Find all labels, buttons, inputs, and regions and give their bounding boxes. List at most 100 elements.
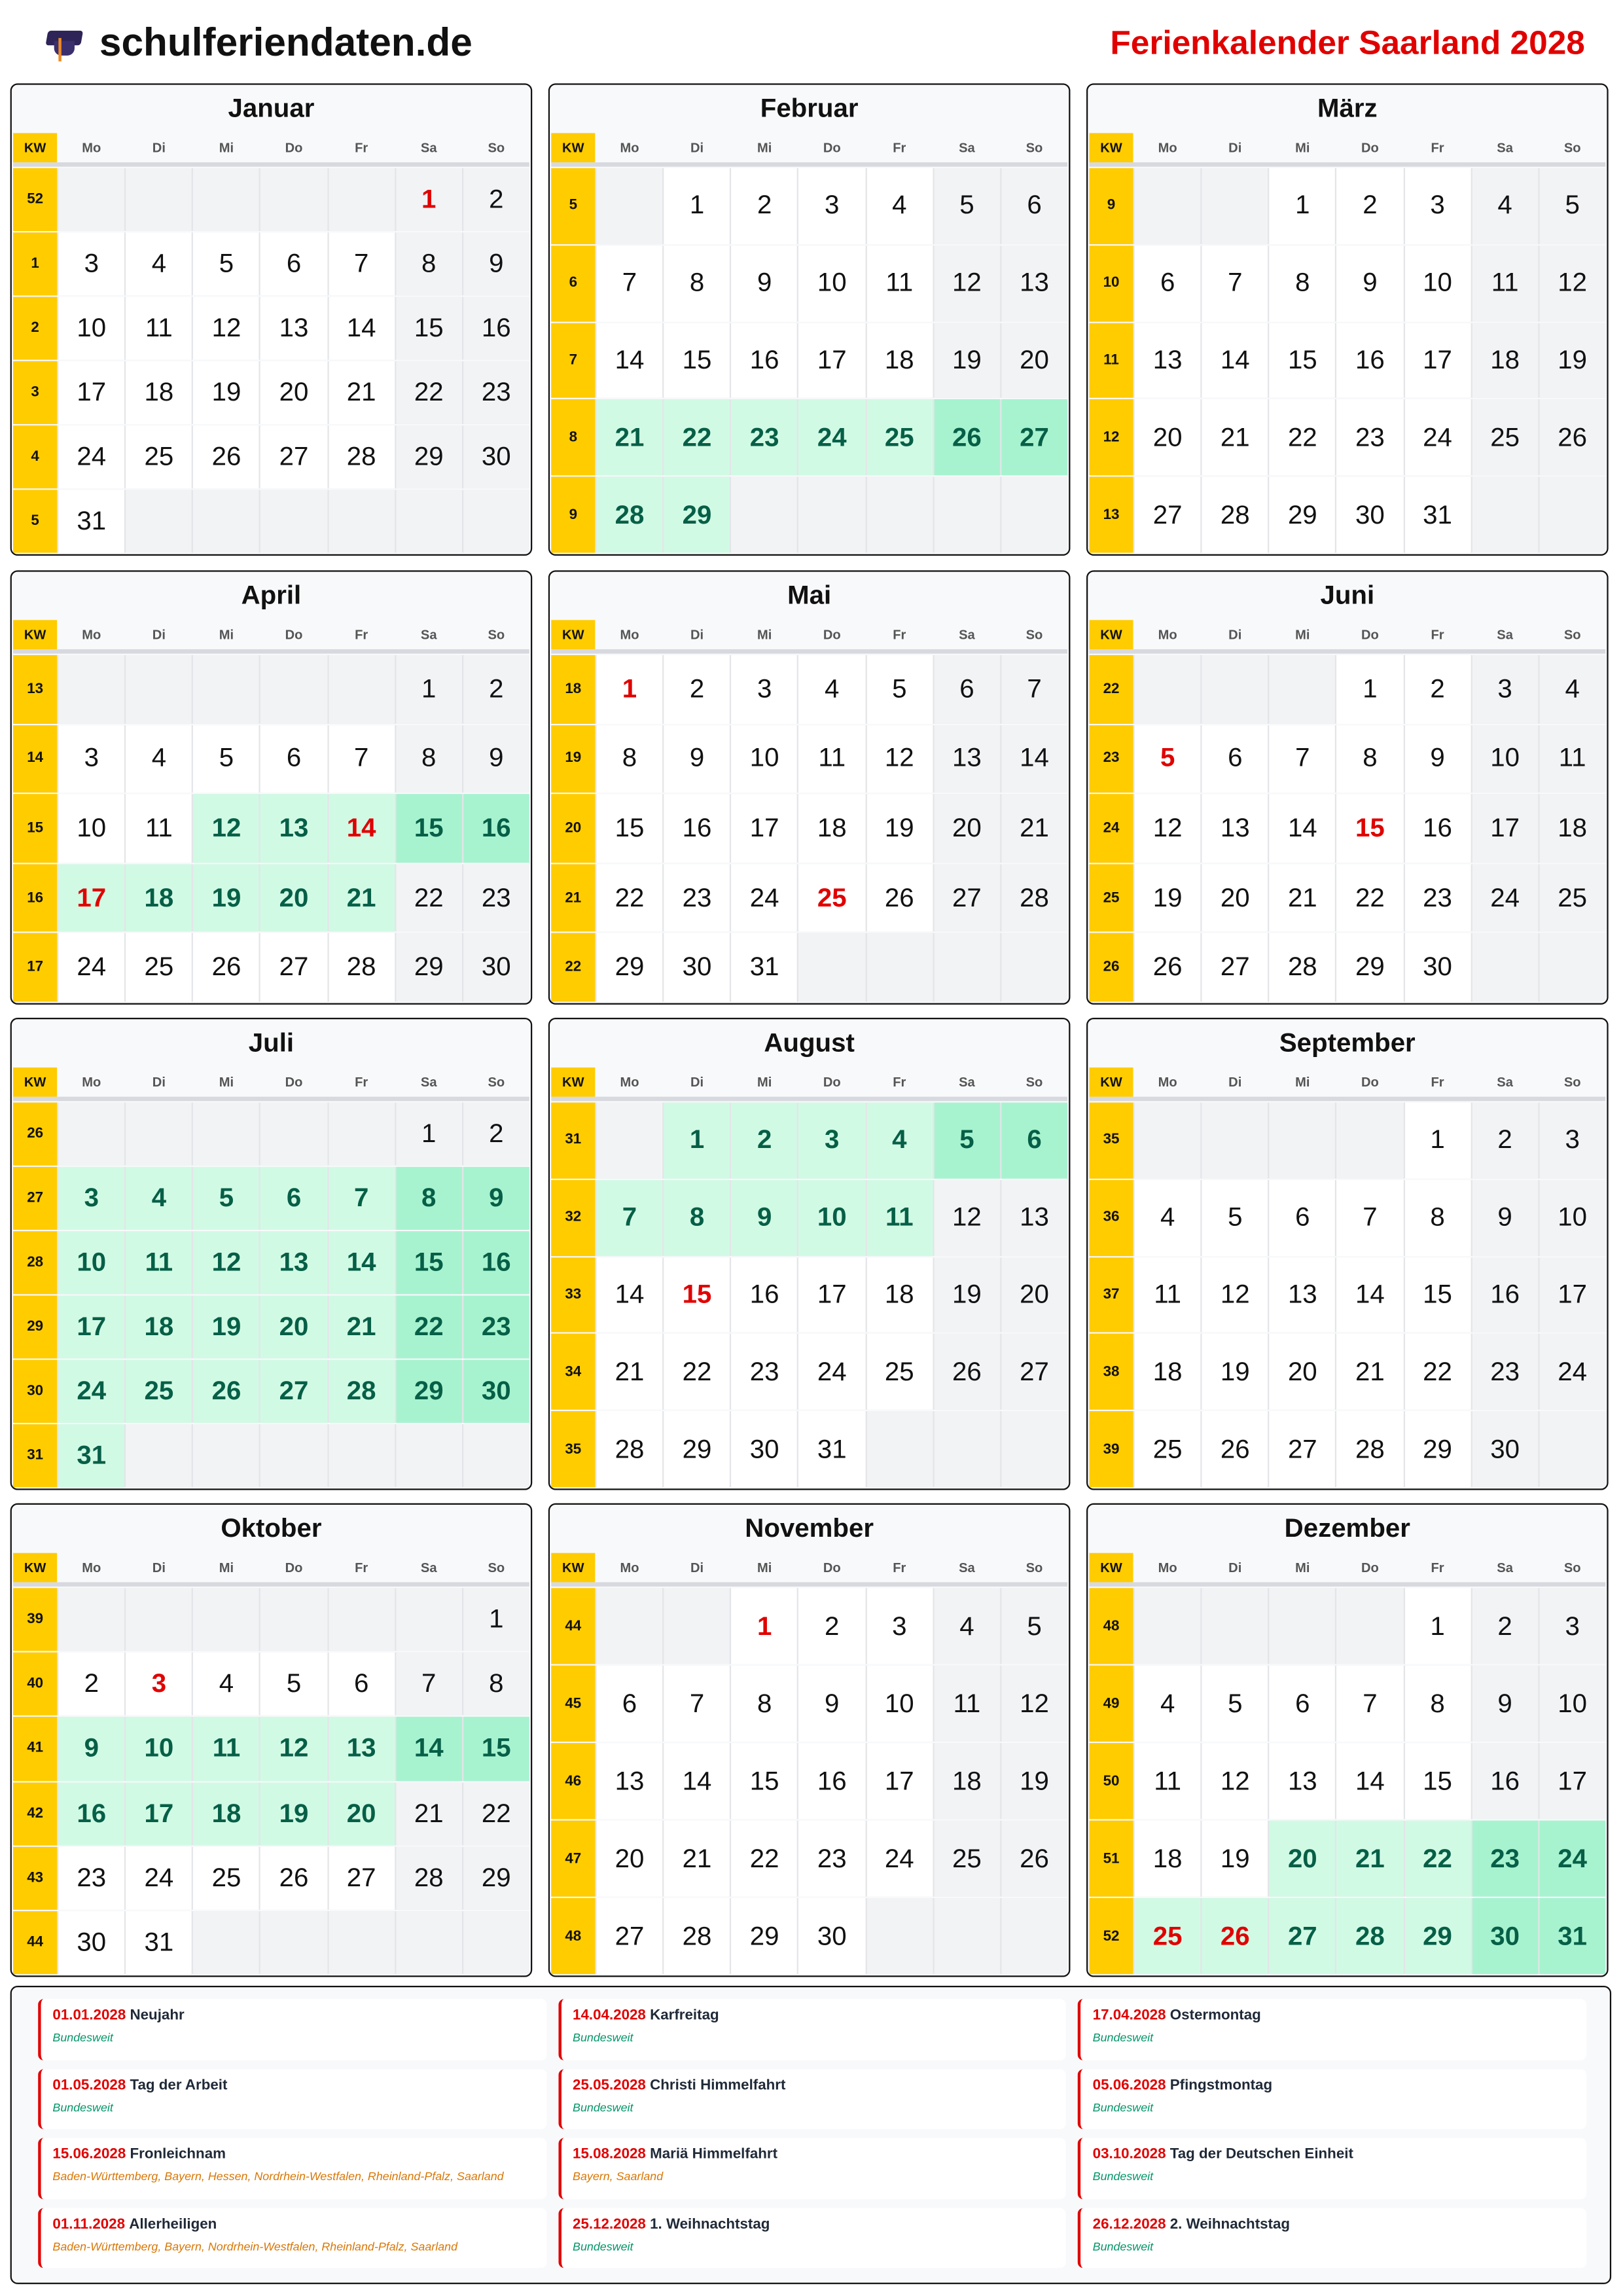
day-cell[interactable]: 15 — [395, 794, 462, 863]
day-cell[interactable]: 20 — [1001, 322, 1067, 399]
day-cell[interactable]: 26 — [1539, 399, 1606, 476]
day-cell[interactable]: 8 — [664, 1179, 730, 1256]
day-cell[interactable]: 11 — [126, 1231, 192, 1295]
day-cell[interactable]: 28 — [664, 1897, 730, 1975]
day-cell[interactable]: 12 — [193, 794, 260, 863]
day-cell[interactable]: 12 — [866, 725, 933, 793]
day-cell[interactable]: 19 — [933, 1257, 1000, 1333]
day-cell[interactable]: 19 — [1539, 322, 1606, 399]
day-cell[interactable]: 22 — [463, 1782, 529, 1845]
day-cell[interactable]: 24 — [1539, 1820, 1606, 1897]
day-cell[interactable]: 3 — [731, 655, 798, 724]
day-cell[interactable]: 23 — [463, 361, 529, 424]
day-cell[interactable]: 4 — [126, 1166, 192, 1230]
day-cell[interactable]: 5 — [193, 725, 260, 793]
day-cell[interactable]: 30 — [664, 933, 730, 1002]
day-cell[interactable]: 7 — [1337, 1179, 1403, 1256]
day-cell[interactable]: 10 — [866, 1665, 933, 1742]
day-cell[interactable]: 27 — [933, 863, 1000, 933]
day-cell[interactable]: 22 — [664, 399, 730, 476]
day-cell[interactable]: 14 — [395, 1717, 462, 1781]
day-cell[interactable]: 10 — [731, 725, 798, 793]
day-cell[interactable]: 17 — [1472, 794, 1539, 863]
day-cell[interactable]: 1 — [395, 1102, 462, 1166]
day-cell[interactable]: 30 — [1472, 1897, 1539, 1975]
day-cell[interactable]: 27 — [1134, 476, 1201, 553]
day-cell[interactable]: 2 — [731, 168, 798, 244]
day-cell[interactable]: 13 — [328, 1717, 395, 1781]
day-cell[interactable]: 20 — [260, 361, 327, 424]
day-cell[interactable]: 28 — [596, 476, 663, 553]
day-cell[interactable]: 29 — [664, 476, 730, 553]
day-cell[interactable]: 7 — [664, 1665, 730, 1742]
day-cell[interactable]: 22 — [1404, 1334, 1471, 1410]
day-cell[interactable]: 21 — [1202, 399, 1268, 476]
day-cell[interactable]: 11 — [798, 725, 865, 793]
day-cell[interactable]: 12 — [260, 1717, 327, 1781]
day-cell[interactable]: 16 — [664, 794, 730, 863]
day-cell[interactable]: 24 — [1472, 863, 1539, 933]
day-cell[interactable]: 1 — [664, 1102, 730, 1179]
day-cell[interactable]: 25 — [1134, 1897, 1201, 1975]
day-cell[interactable]: 21 — [1337, 1820, 1403, 1897]
day-cell[interactable]: 23 — [1404, 863, 1471, 933]
day-cell[interactable]: 2 — [463, 655, 529, 724]
day-cell[interactable]: 31 — [731, 933, 798, 1002]
day-cell[interactable]: 23 — [731, 399, 798, 476]
day-cell[interactable]: 17 — [126, 1782, 192, 1845]
day-cell[interactable]: 6 — [596, 1665, 663, 1742]
day-cell[interactable]: 14 — [1269, 794, 1336, 863]
day-cell[interactable]: 10 — [58, 794, 125, 863]
day-cell[interactable]: 18 — [1472, 322, 1539, 399]
day-cell[interactable]: 21 — [328, 1295, 395, 1359]
day-cell[interactable]: 4 — [1539, 655, 1606, 724]
day-cell[interactable]: 6 — [1202, 725, 1268, 793]
day-cell[interactable]: 28 — [1269, 933, 1336, 1002]
day-cell[interactable]: 13 — [260, 296, 327, 360]
day-cell[interactable]: 26 — [1202, 1897, 1268, 1975]
day-cell[interactable]: 6 — [328, 1653, 395, 1716]
day-cell[interactable]: 17 — [58, 1295, 125, 1359]
day-cell[interactable]: 23 — [731, 1334, 798, 1410]
day-cell[interactable]: 14 — [328, 1231, 395, 1295]
day-cell[interactable]: 12 — [193, 1231, 260, 1295]
day-cell[interactable]: 3 — [1539, 1588, 1606, 1664]
day-cell[interactable]: 24 — [58, 1359, 125, 1423]
day-cell[interactable]: 28 — [1337, 1411, 1403, 1488]
day-cell[interactable]: 9 — [1337, 245, 1403, 321]
day-cell[interactable]: 22 — [1404, 1820, 1471, 1897]
day-cell[interactable]: 21 — [1269, 863, 1336, 933]
day-cell[interactable]: 31 — [1404, 476, 1471, 553]
day-cell[interactable]: 10 — [798, 245, 865, 321]
day-cell[interactable]: 26 — [1001, 1820, 1067, 1897]
day-cell[interactable]: 9 — [463, 1166, 529, 1230]
day-cell[interactable]: 12 — [1202, 1743, 1268, 1820]
day-cell[interactable]: 3 — [58, 725, 125, 793]
day-cell[interactable]: 30 — [58, 1910, 125, 1975]
day-cell[interactable]: 7 — [328, 232, 395, 296]
day-cell[interactable]: 27 — [328, 1846, 395, 1910]
day-cell[interactable]: 9 — [58, 1717, 125, 1781]
day-cell[interactable]: 31 — [58, 490, 125, 553]
day-cell[interactable]: 29 — [1404, 1411, 1471, 1488]
day-cell[interactable]: 21 — [596, 399, 663, 476]
day-cell[interactable]: 19 — [866, 794, 933, 863]
day-cell[interactable]: 9 — [731, 245, 798, 321]
day-cell[interactable]: 17 — [1404, 322, 1471, 399]
day-cell[interactable]: 11 — [126, 794, 192, 863]
day-cell[interactable]: 23 — [664, 863, 730, 933]
day-cell[interactable]: 30 — [731, 1411, 798, 1488]
day-cell[interactable]: 8 — [395, 1166, 462, 1230]
day-cell[interactable]: 4 — [126, 232, 192, 296]
day-cell[interactable]: 6 — [260, 232, 327, 296]
day-cell[interactable]: 5 — [1134, 725, 1201, 793]
day-cell[interactable]: 6 — [260, 725, 327, 793]
day-cell[interactable]: 27 — [260, 933, 327, 1002]
day-cell[interactable]: 15 — [664, 1257, 730, 1333]
day-cell[interactable]: 19 — [933, 322, 1000, 399]
day-cell[interactable]: 11 — [1472, 245, 1539, 321]
day-cell[interactable]: 15 — [731, 1743, 798, 1820]
day-cell[interactable]: 26 — [260, 1846, 327, 1910]
day-cell[interactable]: 19 — [1001, 1743, 1067, 1820]
day-cell[interactable]: 29 — [463, 1846, 529, 1910]
